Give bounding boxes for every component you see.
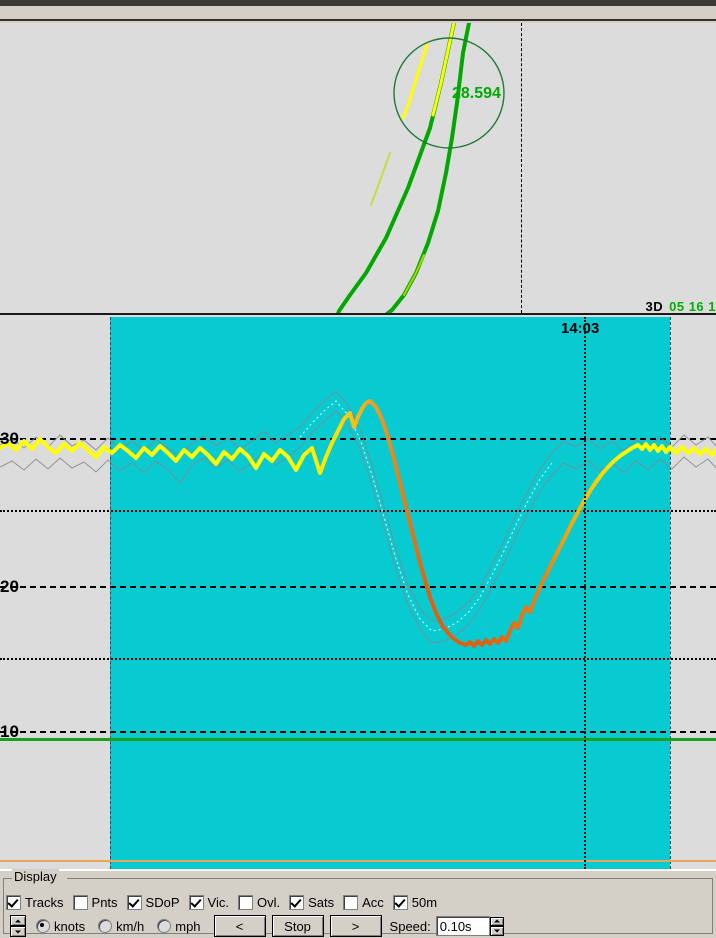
checkbox-label-sats: Sats	[308, 895, 334, 910]
checkbox-tracks[interactable]	[6, 895, 21, 910]
stop-button[interactable]: Stop	[272, 915, 324, 937]
speed-input[interactable]: 0.10s	[436, 916, 490, 936]
checkbox-50m[interactable]	[393, 895, 408, 910]
display-groupbox: Display Tracks Pnts SDoP Vic. Ovl. Sats …	[3, 878, 713, 934]
next-button[interactable]: >	[330, 915, 382, 937]
speed-stepper[interactable]	[490, 917, 504, 936]
fix-quality-text: 3D	[646, 299, 664, 313]
map-point-value-label: 28.594	[452, 85, 501, 103]
speed-trace-svg	[0, 317, 716, 869]
checkbox-label-50m: 50m	[412, 895, 437, 910]
prev-button[interactable]: <	[214, 915, 266, 937]
graph-cursor-line[interactable]	[584, 317, 586, 869]
checkbox-sdop[interactable]	[127, 895, 142, 910]
checkbox-ovl[interactable]	[238, 895, 253, 910]
groupbox-label: Display	[12, 869, 59, 884]
checkbox-label-acc: Acc	[362, 895, 384, 910]
fix-date-text: 05 16 1	[669, 299, 716, 313]
checkbox-sats[interactable]	[289, 895, 304, 910]
map-cursor-line	[521, 23, 522, 313]
playback-row: knots km/h mph < Stop > Speed: 0.10s	[6, 914, 504, 938]
map-track-svg	[0, 23, 716, 313]
checkbox-pnts[interactable]	[73, 895, 88, 910]
display-control-panel: Display Tracks Pnts SDoP Vic. Ovl. Sats …	[0, 869, 716, 938]
time-cursor-label: 14:03	[561, 320, 599, 337]
checkbox-label-tracks: Tracks	[25, 895, 64, 910]
radio-kmh[interactable]	[98, 919, 112, 933]
map-status-readout: 3D 05 16 1	[646, 299, 716, 313]
y-axis-label-10: 10	[0, 723, 19, 740]
radio-label-mph: mph	[175, 919, 200, 934]
toolbar-strip	[0, 6, 716, 21]
checkbox-row: Tracks Pnts SDoP Vic. Ovl. Sats Acc 50m	[6, 892, 446, 912]
radio-mph[interactable]	[157, 919, 171, 933]
y-axis-label-20: 20	[0, 578, 19, 595]
zoom-stepper[interactable]	[10, 915, 26, 937]
radio-label-kmh: km/h	[116, 919, 144, 934]
y-axis-label-30: 30	[0, 430, 19, 447]
checkbox-label-sdop: SDoP	[146, 895, 180, 910]
checkbox-label-vic: Vic.	[208, 895, 229, 910]
checkbox-acc[interactable]	[343, 895, 358, 910]
speed-graph-pane[interactable]: 30 20 10 14:03	[0, 317, 716, 869]
checkbox-label-ovl: Ovl.	[257, 895, 280, 910]
checkbox-vic[interactable]	[189, 895, 204, 910]
checkbox-label-pnts: Pnts	[92, 895, 118, 910]
map-pane[interactable]: 28.594 3D 05 16 1	[0, 23, 716, 313]
radio-knots[interactable]	[36, 919, 50, 933]
radio-label-knots: knots	[54, 919, 85, 934]
speed-label: Speed:	[390, 919, 431, 934]
